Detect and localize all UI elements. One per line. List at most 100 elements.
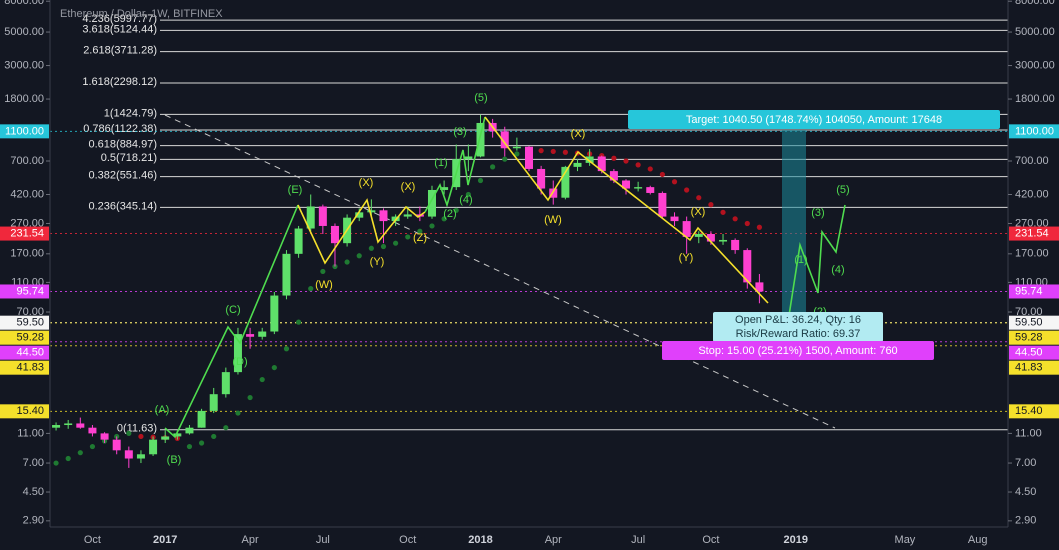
target-box xyxy=(628,110,1000,129)
wave-label: (1) xyxy=(434,157,447,169)
sar-dot xyxy=(684,187,690,193)
candle-body xyxy=(464,156,473,160)
marker-label: 41.83 xyxy=(1015,362,1043,374)
sar-dot xyxy=(380,243,387,250)
wave-label: (B) xyxy=(167,454,182,466)
marker-label: 41.83 xyxy=(16,362,44,374)
marker-badge xyxy=(0,330,49,345)
candle-body xyxy=(233,334,242,373)
x-tick-label: Oct xyxy=(84,534,101,546)
sar-dot xyxy=(623,158,629,164)
candle-body xyxy=(112,439,121,451)
candle-body xyxy=(100,433,109,440)
y-tick-label: 170.00 xyxy=(10,248,44,260)
candle-body xyxy=(136,454,145,459)
candle-body xyxy=(585,156,594,163)
sar-dot xyxy=(126,430,132,436)
wave-label: (4) xyxy=(459,194,472,206)
y-tick-label: 170.00 xyxy=(1015,248,1049,260)
marker-label: 44.50 xyxy=(16,347,44,359)
fib-label: 3.618(5124.44) xyxy=(82,23,157,35)
sar-dot xyxy=(477,177,484,184)
sar-dot xyxy=(271,364,277,371)
fib-label: 1(1424.79) xyxy=(104,107,157,119)
marker-badge xyxy=(1009,284,1059,299)
marker-badge xyxy=(0,124,49,139)
sar-dot xyxy=(138,433,144,440)
sar-dot xyxy=(344,259,350,265)
sar-dot xyxy=(514,151,520,157)
info-box xyxy=(713,312,883,342)
marker-label: 44.50 xyxy=(1015,347,1043,359)
x-tick-label: Oct xyxy=(702,534,719,546)
sar-dot xyxy=(368,245,374,251)
candle-body xyxy=(670,216,679,222)
wave-label: (D) xyxy=(232,356,247,368)
candle-body xyxy=(561,166,570,198)
candle-body xyxy=(379,210,388,222)
target-text: Target: 1040.50 (1748.74%) 104050, Amoun… xyxy=(686,114,942,126)
sar-dot xyxy=(235,410,241,416)
candle-body xyxy=(367,210,376,213)
y-tick-label: 4.50 xyxy=(23,486,44,498)
fib-label: 0.5(718.21) xyxy=(101,152,157,164)
candle-body xyxy=(682,221,691,237)
wave-label: (2) xyxy=(443,208,456,220)
candle-body xyxy=(246,334,255,337)
candle-body xyxy=(658,192,667,217)
candle-body xyxy=(282,253,291,296)
candle-body xyxy=(52,425,61,428)
y-tick-label: 420.00 xyxy=(1015,188,1049,200)
candle-body xyxy=(173,433,182,437)
candle-body xyxy=(149,439,158,455)
candle-body xyxy=(706,233,715,242)
candle-body xyxy=(76,423,85,428)
marker-label: 59.50 xyxy=(1015,317,1043,329)
marker-label: 231.54 xyxy=(1015,227,1049,239)
sar-dot xyxy=(247,394,253,401)
y-tick-label: 270.00 xyxy=(1015,217,1049,229)
wave-label: (1) xyxy=(794,254,807,266)
candle-body xyxy=(609,171,618,181)
sar-dot xyxy=(405,234,411,240)
risk-reward-text: Risk/Reward Ratio: 69.37 xyxy=(736,328,861,340)
sar-dot xyxy=(744,220,750,227)
marker-label: 15.40 xyxy=(1015,405,1043,417)
wave-line xyxy=(787,204,846,323)
wave-label: (Z) xyxy=(413,232,427,244)
wave-label: (W) xyxy=(544,214,562,226)
candle-body xyxy=(622,180,631,189)
sar-dot xyxy=(393,240,399,246)
sar-dot xyxy=(659,171,665,178)
x-tick-label: Jul xyxy=(631,534,645,546)
left-axis-panel xyxy=(0,0,50,550)
right-axis-panel xyxy=(1008,0,1059,550)
candle-body xyxy=(294,228,303,254)
sar-dot xyxy=(732,216,738,222)
wave-label: (4) xyxy=(831,264,844,276)
marker-badge xyxy=(1009,124,1059,139)
target-zone xyxy=(782,130,806,320)
sar-dot xyxy=(295,319,302,325)
candle-body xyxy=(355,212,364,218)
y-tick-label: 3000.00 xyxy=(1015,59,1055,71)
fib-label: 2.618(3711.28) xyxy=(83,45,157,57)
fib-label: 0.382(551.46) xyxy=(89,170,158,182)
marker-badge xyxy=(0,226,49,241)
fib-label: 0.236(345.14) xyxy=(89,200,158,212)
y-tick-label: 70.00 xyxy=(16,306,44,318)
wave-line xyxy=(164,204,299,439)
marker-badge xyxy=(0,345,49,360)
marker-label: 15.40 xyxy=(16,405,44,417)
x-tick-label: Aug xyxy=(968,534,988,546)
candle-body xyxy=(634,187,643,189)
y-tick-label: 11.00 xyxy=(1015,427,1042,439)
candle-body xyxy=(694,233,703,237)
y-tick-label: 8000.00 xyxy=(4,0,44,7)
sar-dot xyxy=(77,450,83,456)
candle-body xyxy=(221,372,230,395)
wave-line xyxy=(297,198,426,265)
y-tick-label: 5000.00 xyxy=(4,26,44,38)
y-tick-label: 2.90 xyxy=(1015,515,1036,527)
